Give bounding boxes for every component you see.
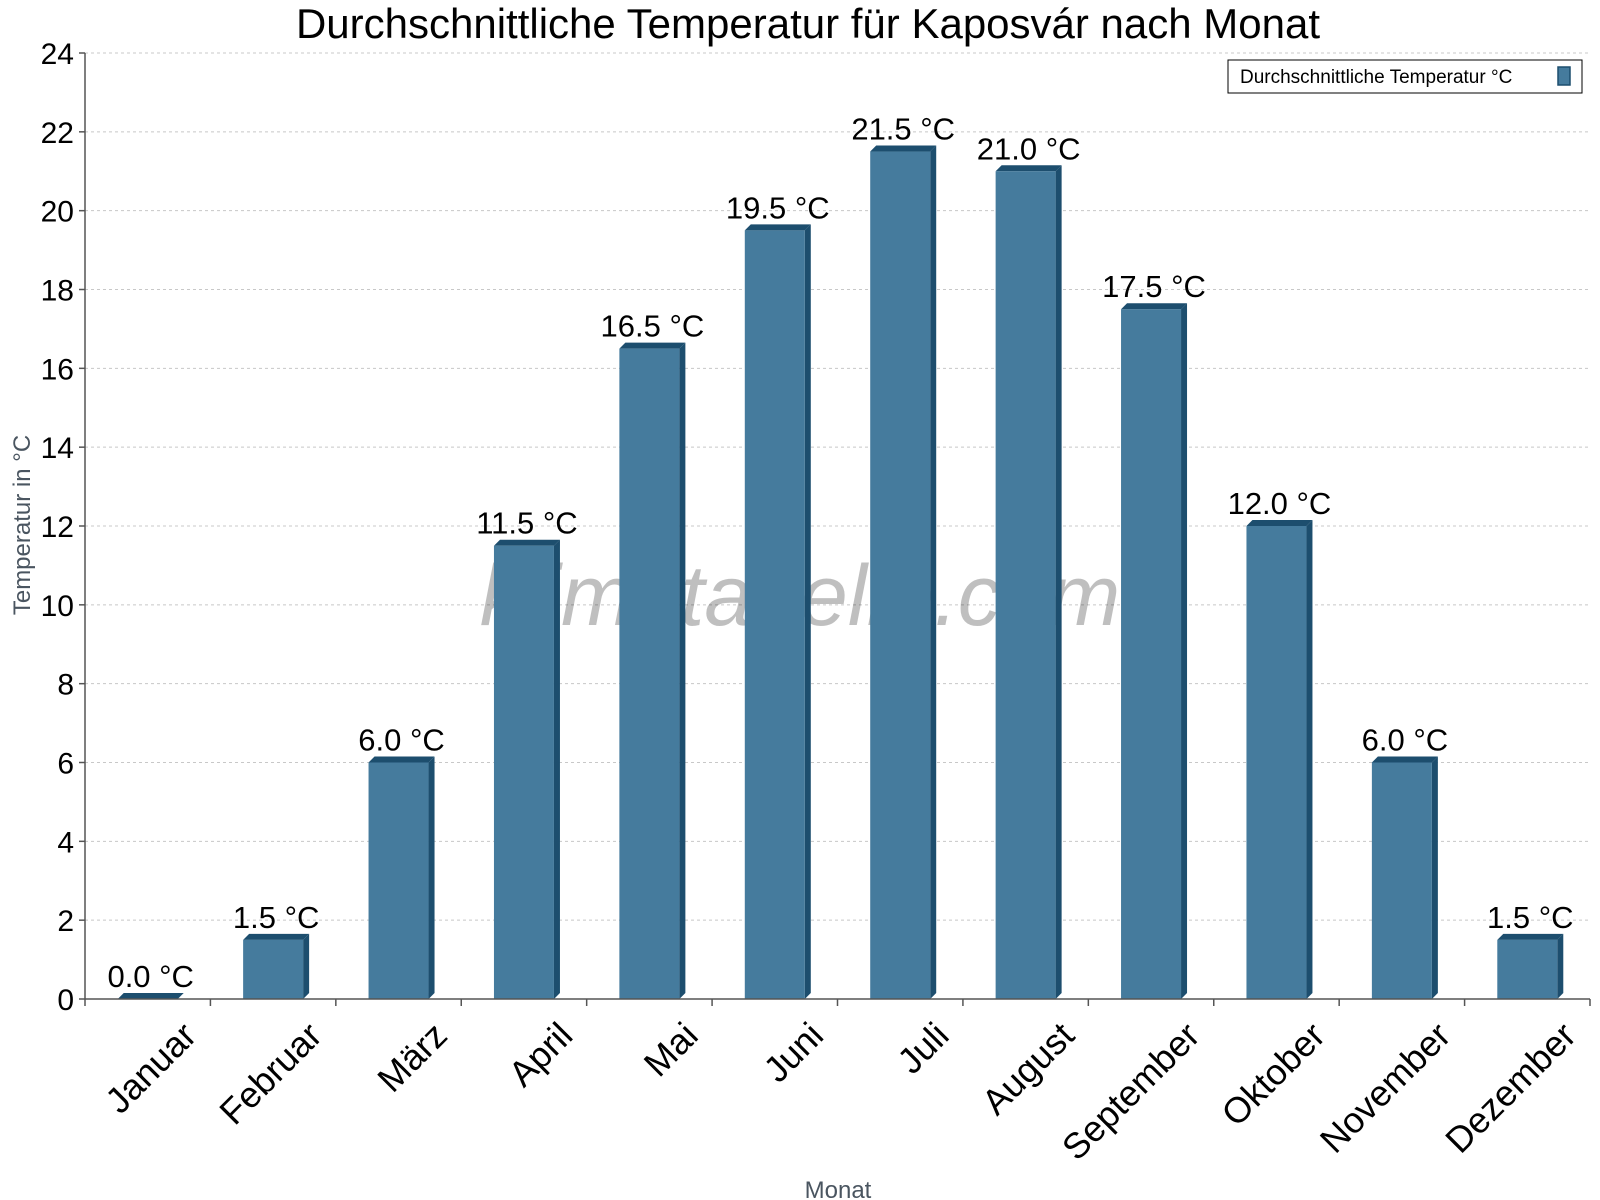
bar-top xyxy=(870,145,937,152)
bar-side xyxy=(1306,520,1313,999)
bar-top xyxy=(1121,303,1188,310)
y-tick-label: 8 xyxy=(57,669,74,702)
bar xyxy=(368,762,429,999)
x-tick-label: Mai xyxy=(636,1014,706,1084)
data-label: 11.5 °C xyxy=(476,506,577,541)
x-tick-label: März xyxy=(369,1014,455,1100)
x-tick-label: Oktober xyxy=(1213,1014,1333,1134)
x-tick-label: Februar xyxy=(211,1014,329,1132)
legend-label: Durchschnittliche Temperatur °C xyxy=(1240,67,1512,88)
x-tick-label: November xyxy=(1312,1014,1458,1160)
x-tick-label: April xyxy=(500,1014,580,1094)
bar-top xyxy=(368,756,435,763)
bar-side xyxy=(428,756,435,999)
bar-top xyxy=(619,342,686,349)
y-tick-label: 22 xyxy=(41,117,74,150)
y-tick-label: 0 xyxy=(57,984,74,1017)
data-label: 17.5 °C xyxy=(1102,269,1206,304)
y-tick-label: 6 xyxy=(57,748,74,781)
bar-top xyxy=(1371,756,1438,763)
axes xyxy=(79,52,1591,1006)
x-axis-title: Monat xyxy=(805,1177,872,1200)
bar-side xyxy=(804,224,811,999)
grid-lines xyxy=(85,52,1590,921)
x-tick-label: September xyxy=(1054,1014,1208,1168)
x-tick-label: Dezember xyxy=(1437,1014,1583,1160)
bar-side xyxy=(679,342,686,999)
bar-side xyxy=(1181,303,1188,999)
bars xyxy=(117,145,1564,999)
y-tick-label: 16 xyxy=(41,353,74,386)
data-label: 21.0 °C xyxy=(977,131,1081,166)
bar-top xyxy=(1246,520,1313,526)
data-label: 0.0 °C xyxy=(107,959,194,994)
bar xyxy=(493,545,554,999)
bar-top xyxy=(995,165,1062,172)
bar-side xyxy=(303,933,310,999)
bar-top xyxy=(493,539,560,546)
bar xyxy=(1371,762,1432,999)
y-tick-label: 18 xyxy=(41,275,74,308)
y-tick-label: 4 xyxy=(57,826,74,859)
bar xyxy=(1121,309,1182,999)
bar-side xyxy=(553,539,560,999)
x-tick-label: August xyxy=(974,1014,1082,1122)
bar xyxy=(1497,939,1558,999)
y-tick-label: 24 xyxy=(41,38,74,71)
data-label: 21.5 °C xyxy=(851,112,955,147)
bar xyxy=(243,939,304,999)
y-tick-label: 20 xyxy=(41,196,74,229)
data-label: 1.5 °C xyxy=(233,900,320,935)
y-tick-label: 12 xyxy=(41,511,74,544)
y-axis-title: Temperatur in °C xyxy=(9,435,36,615)
bar-top xyxy=(1497,933,1564,940)
bar-side xyxy=(1431,756,1438,999)
data-label: 6.0 °C xyxy=(1362,723,1449,758)
bar xyxy=(995,171,1056,999)
legend-box xyxy=(1227,59,1583,94)
legend: Durchschnittliche Temperatur °C xyxy=(1227,59,1583,94)
bar-side xyxy=(930,145,937,999)
y-tick-label: 10 xyxy=(41,590,74,623)
data-label: 1.5 °C xyxy=(1487,900,1574,935)
x-tick-label: Juli xyxy=(889,1014,956,1081)
chart-title: Durchschnittliche Temperatur für Kaposvá… xyxy=(296,0,1320,47)
x-tick-label: Juni xyxy=(755,1014,831,1090)
bar xyxy=(870,151,931,999)
bar-side xyxy=(1557,933,1564,999)
x-tick-label: Januar xyxy=(97,1014,204,1121)
bar-top xyxy=(744,224,811,231)
bar xyxy=(744,230,805,999)
legend-swatch xyxy=(1557,66,1571,86)
bar-top xyxy=(243,933,310,940)
y-tick-label: 14 xyxy=(41,432,74,465)
data-label: 6.0 °C xyxy=(358,723,445,758)
bar xyxy=(1246,526,1307,999)
bar-top xyxy=(117,993,184,999)
data-label: 16.5 °C xyxy=(601,309,705,344)
data-label: 19.5 °C xyxy=(726,190,830,225)
bar xyxy=(619,348,680,999)
data-label: 12.0 °C xyxy=(1228,486,1332,521)
bar-side xyxy=(1055,165,1062,999)
y-tick-label: 2 xyxy=(57,905,74,938)
